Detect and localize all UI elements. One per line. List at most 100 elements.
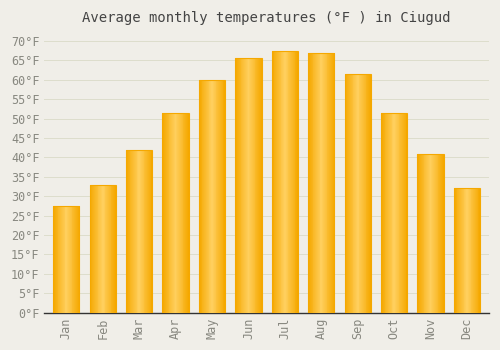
- Bar: [288, 51, 290, 313]
- Bar: [401, 113, 402, 313]
- Bar: [358, 74, 359, 313]
- Bar: [308, 52, 334, 313]
- Bar: [62, 206, 63, 313]
- Bar: [148, 150, 149, 313]
- Bar: [142, 150, 144, 313]
- Bar: [432, 154, 434, 313]
- Bar: [108, 184, 109, 313]
- Bar: [294, 51, 296, 313]
- Bar: [253, 58, 254, 313]
- Bar: [210, 80, 212, 313]
- Bar: [78, 206, 80, 313]
- Bar: [252, 58, 253, 313]
- Bar: [286, 51, 288, 313]
- Bar: [258, 58, 259, 313]
- Bar: [357, 74, 358, 313]
- Bar: [186, 113, 187, 313]
- Bar: [218, 80, 219, 313]
- Bar: [284, 51, 285, 313]
- Bar: [326, 52, 328, 313]
- Bar: [462, 188, 463, 313]
- Bar: [422, 154, 423, 313]
- Bar: [136, 150, 138, 313]
- Bar: [167, 113, 168, 313]
- Bar: [254, 58, 255, 313]
- Bar: [220, 80, 221, 313]
- Bar: [202, 80, 203, 313]
- Bar: [171, 113, 172, 313]
- Bar: [139, 150, 140, 313]
- Bar: [315, 52, 316, 313]
- Bar: [418, 154, 444, 313]
- Bar: [351, 74, 352, 313]
- Bar: [70, 206, 71, 313]
- Bar: [75, 206, 76, 313]
- Bar: [364, 74, 366, 313]
- Bar: [182, 113, 184, 313]
- Bar: [309, 52, 310, 313]
- Bar: [168, 113, 169, 313]
- Bar: [135, 150, 136, 313]
- Bar: [297, 51, 298, 313]
- Bar: [133, 150, 134, 313]
- Bar: [279, 51, 280, 313]
- Bar: [433, 154, 434, 313]
- Bar: [323, 52, 324, 313]
- Bar: [468, 188, 469, 313]
- Bar: [96, 184, 97, 313]
- Bar: [398, 113, 400, 313]
- Bar: [282, 51, 284, 313]
- Bar: [360, 74, 362, 313]
- Bar: [464, 188, 466, 313]
- Bar: [272, 51, 274, 313]
- Bar: [467, 188, 468, 313]
- Bar: [149, 150, 150, 313]
- Bar: [188, 113, 189, 313]
- Bar: [112, 184, 114, 313]
- Bar: [127, 150, 128, 313]
- Bar: [390, 113, 392, 313]
- Bar: [200, 80, 202, 313]
- Bar: [256, 58, 258, 313]
- Title: Average monthly temperatures (°F ) in Ciugud: Average monthly temperatures (°F ) in Ci…: [82, 11, 451, 25]
- Bar: [56, 206, 57, 313]
- Bar: [78, 206, 79, 313]
- Bar: [147, 150, 148, 313]
- Bar: [61, 206, 62, 313]
- Bar: [438, 154, 440, 313]
- Bar: [58, 206, 59, 313]
- Bar: [221, 80, 222, 313]
- Bar: [128, 150, 130, 313]
- Bar: [219, 80, 220, 313]
- Bar: [140, 150, 141, 313]
- Bar: [251, 58, 252, 313]
- Bar: [426, 154, 428, 313]
- Bar: [237, 58, 238, 313]
- Bar: [176, 113, 178, 313]
- Bar: [280, 51, 281, 313]
- Bar: [361, 74, 362, 313]
- Bar: [346, 74, 348, 313]
- Bar: [174, 113, 176, 313]
- Bar: [259, 58, 260, 313]
- Bar: [162, 113, 188, 313]
- Bar: [332, 52, 334, 313]
- Bar: [126, 150, 152, 313]
- Bar: [69, 206, 70, 313]
- Bar: [93, 184, 94, 313]
- Bar: [77, 206, 78, 313]
- Bar: [286, 51, 287, 313]
- Bar: [428, 154, 429, 313]
- Bar: [214, 80, 216, 313]
- Bar: [164, 113, 166, 313]
- Bar: [472, 188, 474, 313]
- Bar: [454, 188, 455, 313]
- Bar: [180, 113, 181, 313]
- Bar: [142, 150, 143, 313]
- Bar: [466, 188, 467, 313]
- Bar: [420, 154, 421, 313]
- Bar: [476, 188, 477, 313]
- Bar: [174, 113, 175, 313]
- Bar: [363, 74, 364, 313]
- Bar: [317, 52, 318, 313]
